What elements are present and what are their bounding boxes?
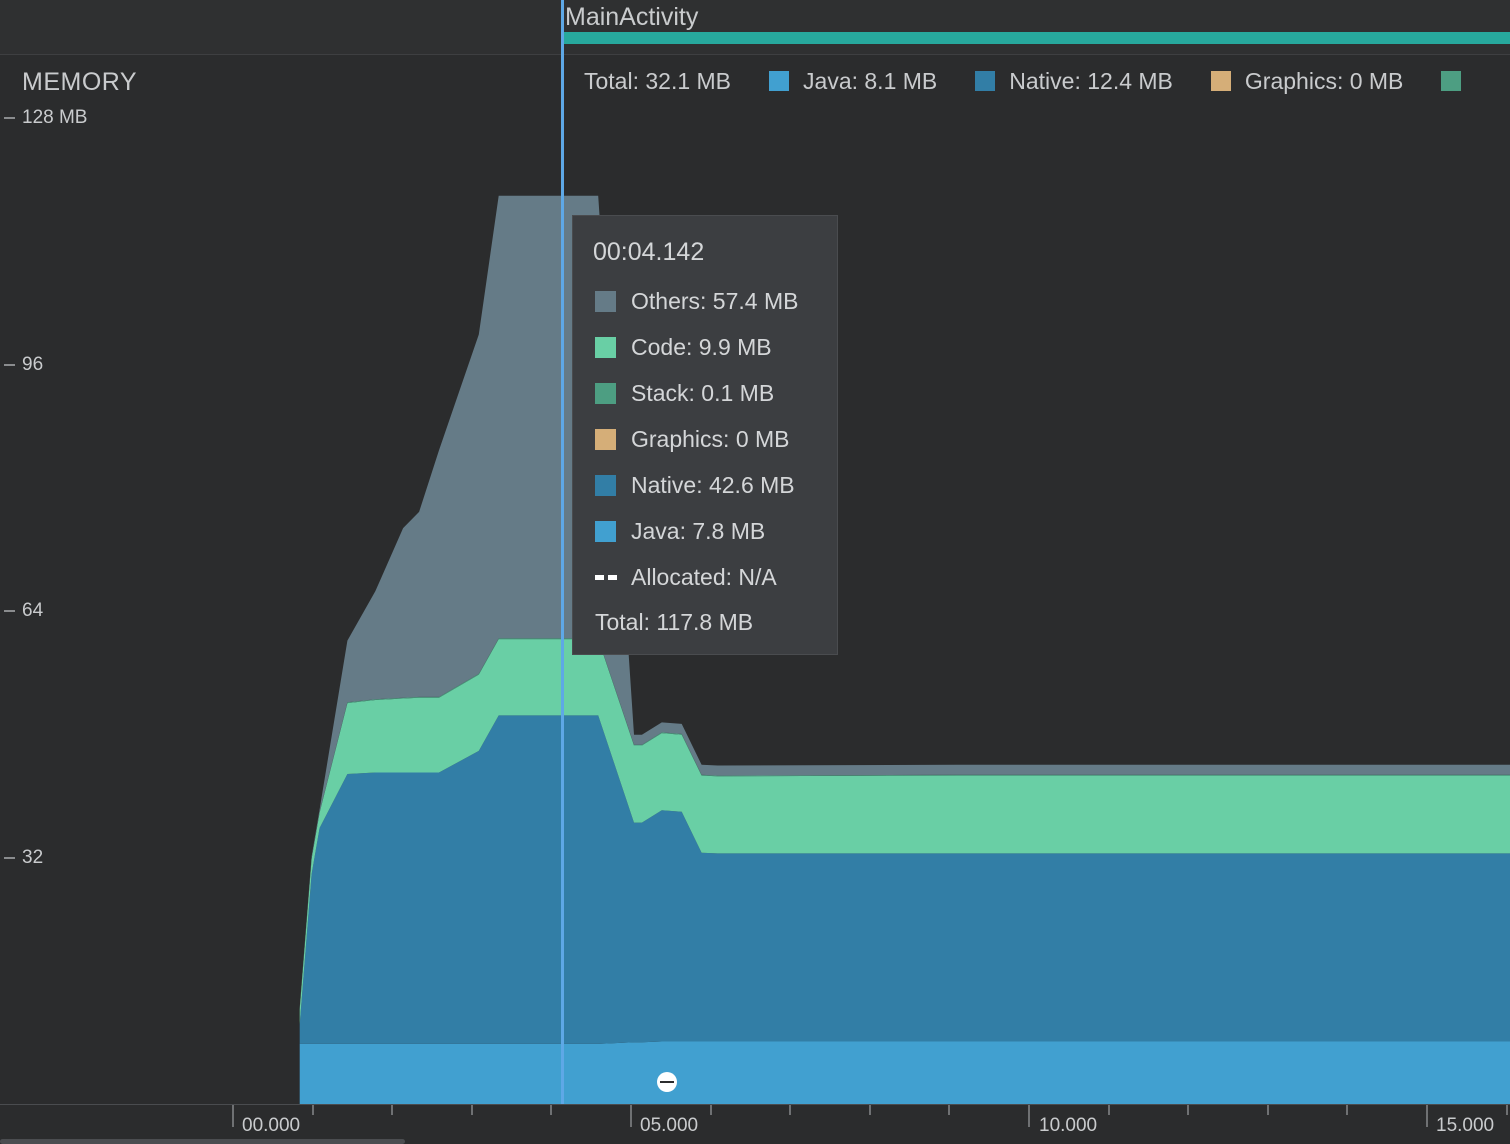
x-tick <box>232 1105 234 1127</box>
y-tick <box>4 857 15 859</box>
tooltip-row-code: Code: 9.9 MB <box>595 334 772 360</box>
x-tick <box>710 1105 712 1115</box>
x-tick <box>1108 1105 1110 1115</box>
legend-total-label: Total: 32.1 MB <box>584 67 732 94</box>
java-swatch <box>595 520 616 542</box>
others-swatch <box>595 290 616 312</box>
time-axis[interactable] <box>0 1104 1510 1144</box>
x-tick <box>1028 1105 1030 1127</box>
x-tick <box>630 1105 632 1127</box>
dashed-line-icon <box>595 567 617 588</box>
x-tick <box>1506 1105 1508 1115</box>
legend-native-label: Native: 12.4 MB <box>1009 67 1173 94</box>
legend-graphics: Graphics: 0 MB <box>1210 67 1404 95</box>
legend-java-swatch <box>769 71 790 91</box>
graphics-swatch <box>595 428 616 450</box>
activity-label[interactable]: MainActivity <box>565 3 699 31</box>
tooltip-row-allocated: Allocated: N/A <box>595 564 777 590</box>
x-tick <box>869 1105 871 1115</box>
x-tick <box>391 1105 393 1115</box>
tooltip-time: 00:04.142 <box>593 238 705 266</box>
tooltip-row-stack: Stack: 0.1 MB <box>595 380 774 406</box>
series-area-code <box>299 639 1510 1025</box>
memory-tooltip: 00:04.142 Others: 57.4 MB Code: 9.9 MB S… <box>572 215 838 655</box>
legend-graphics-swatch <box>1210 71 1231 91</box>
x-tick <box>550 1105 552 1115</box>
tooltip-row-graphics: Graphics: 0 MB <box>595 426 790 452</box>
tooltip-stack-label: Stack: 0.1 MB <box>631 379 775 406</box>
x-tick <box>1426 1105 1428 1127</box>
x-tick <box>1346 1105 1348 1115</box>
native-swatch <box>595 474 616 496</box>
legend-total: Total: 32.1 MB <box>584 68 731 95</box>
tooltip-java-label: Java: 7.8 MB <box>631 517 766 544</box>
horizontal-scrollbar[interactable] <box>0 1139 405 1144</box>
stack-swatch <box>595 382 616 404</box>
memory-legend: Total: 32.1 MB Java: 8.1 MB Native: 12.4… <box>584 66 1510 96</box>
series-area-java <box>299 1041 1510 1104</box>
legend-java: Java: 8.1 MB <box>769 68 937 95</box>
x-label-0: 00.000 <box>242 1115 301 1136</box>
tooltip-code-label: Code: 9.9 MB <box>631 333 772 360</box>
x-label-5: 05.000 <box>640 1115 699 1136</box>
y-label-32: 32 <box>22 847 44 868</box>
y-tick <box>4 364 15 366</box>
legend-native-swatch <box>975 71 996 91</box>
y-tick <box>4 610 15 612</box>
y-tick <box>4 117 15 119</box>
legend-java-label: Java: 8.1 MB <box>803 67 938 94</box>
tooltip-allocated-label: Allocated: N/A <box>631 563 777 590</box>
activity-bar[interactable] <box>562 32 1510 44</box>
legend-native: Native: 12.4 MB <box>975 68 1173 95</box>
x-tick <box>471 1105 473 1115</box>
x-tick <box>1187 1105 1189 1115</box>
tooltip-row-others: Others: 57.4 MB <box>595 288 798 314</box>
series-area-native <box>299 715 1510 1044</box>
tooltip-graphics-label: Graphics: 0 MB <box>631 425 790 452</box>
x-label-10: 10.000 <box>1039 1115 1098 1136</box>
x-label-15: 15.000 <box>1436 1115 1495 1136</box>
x-tick <box>1267 1105 1269 1115</box>
x-tick <box>312 1105 314 1115</box>
code-swatch <box>595 336 616 358</box>
x-tick <box>948 1105 950 1115</box>
tooltip-native-label: Native: 42.6 MB <box>631 471 795 498</box>
y-label-96: 96 <box>22 354 44 375</box>
tooltip-row-java: Java: 7.8 MB <box>595 518 765 544</box>
timeline-cursor[interactable] <box>561 0 564 1106</box>
y-label-128: 128 MB <box>22 107 88 128</box>
legend-graphics-label: Graphics: 0 MB <box>1244 67 1404 94</box>
memory-title: MEMORY <box>22 68 138 96</box>
garbage-collection-icon[interactable] <box>657 1072 677 1092</box>
y-label-64: 64 <box>22 600 44 621</box>
legend-stack-swatch <box>1441 71 1462 91</box>
legend-stack <box>1441 71 1475 91</box>
tooltip-row-native: Native: 42.6 MB <box>595 472 795 498</box>
x-tick <box>789 1105 791 1115</box>
tooltip-others-label: Others: 57.4 MB <box>631 287 799 314</box>
activity-strip: MainActivity <box>0 0 1510 55</box>
tooltip-total: Total: 117.8 MB <box>595 609 754 635</box>
